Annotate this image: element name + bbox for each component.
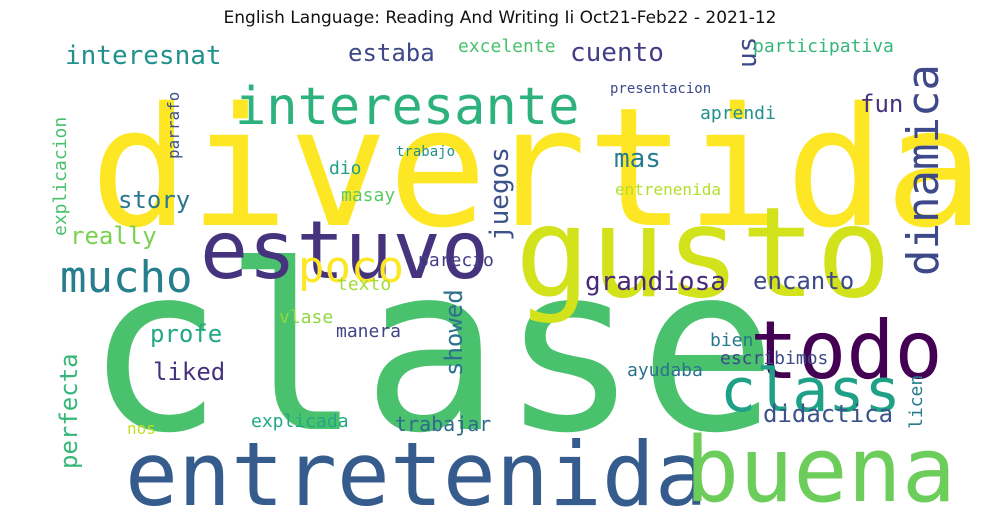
cloud-word: ayudaba xyxy=(627,360,703,381)
cloud-word: masay xyxy=(341,185,396,206)
cloud-word: entretenida xyxy=(125,423,708,526)
cloud-word: vlase xyxy=(279,307,334,328)
cloud-word: texto xyxy=(337,274,392,295)
cloud-word: profe xyxy=(150,320,223,348)
cloud-word: mucho xyxy=(60,252,193,303)
cloud-word: fun xyxy=(860,90,904,118)
cloud-word: dio xyxy=(329,158,362,179)
cloud-word: divertida xyxy=(90,72,985,264)
cloud-word: estaba xyxy=(348,39,435,67)
cloud-word: buena xyxy=(685,418,956,523)
cloud-word: nos xyxy=(127,419,156,438)
chart-title: English Language: Reading And Writing Ii… xyxy=(223,8,777,28)
cloud-word: parrafo xyxy=(164,91,183,159)
cloud-word: aprendi xyxy=(700,103,776,124)
cloud-word: clase xyxy=(85,217,778,484)
cloud-word: trabajar xyxy=(395,412,492,436)
cloud-word: dinamica xyxy=(898,64,949,276)
cloud-word: interesante xyxy=(235,77,580,137)
cloud-word: perfecta xyxy=(55,353,83,469)
cloud-word: escribimos xyxy=(720,348,829,369)
cloud-word: interesnat xyxy=(65,41,222,71)
cloud-word: really xyxy=(70,222,157,250)
cloud-word: estuvo xyxy=(200,204,489,297)
cloud-word: gusto xyxy=(515,181,892,326)
cloud-word: licen xyxy=(906,374,927,429)
cloud-word: parecio xyxy=(418,250,494,271)
cloud-word: cuento xyxy=(570,38,664,68)
word-cloud: divertida clase gusto estuvo entretenida buen… xyxy=(40,36,984,519)
cloud-word: didactica xyxy=(763,400,894,428)
cloud-word: excelente xyxy=(458,36,556,57)
cloud-word: story xyxy=(118,186,191,214)
cloud-word: presentacion xyxy=(610,81,712,97)
cloud-word: poco xyxy=(298,242,404,293)
cloud-word: juegos xyxy=(485,147,515,241)
cloud-word: todo xyxy=(750,304,943,397)
cloud-word: mas xyxy=(614,144,661,174)
cloud-word: manera xyxy=(336,321,402,342)
cloud-word: participativa xyxy=(753,36,894,57)
cloud-word: entrenenida xyxy=(615,180,721,199)
cloud-word: liked xyxy=(153,358,226,386)
cloud-word: explicacion xyxy=(50,116,71,236)
cloud-word: encanto xyxy=(753,267,855,295)
cloud-word: class xyxy=(720,356,901,426)
cloud-word: showed xyxy=(440,289,468,376)
cloud-word: trabajo xyxy=(396,144,456,160)
cloud-word: grandiosa xyxy=(585,267,726,297)
cloud-word: bien xyxy=(710,330,754,351)
cloud-word: explicada xyxy=(251,411,349,432)
